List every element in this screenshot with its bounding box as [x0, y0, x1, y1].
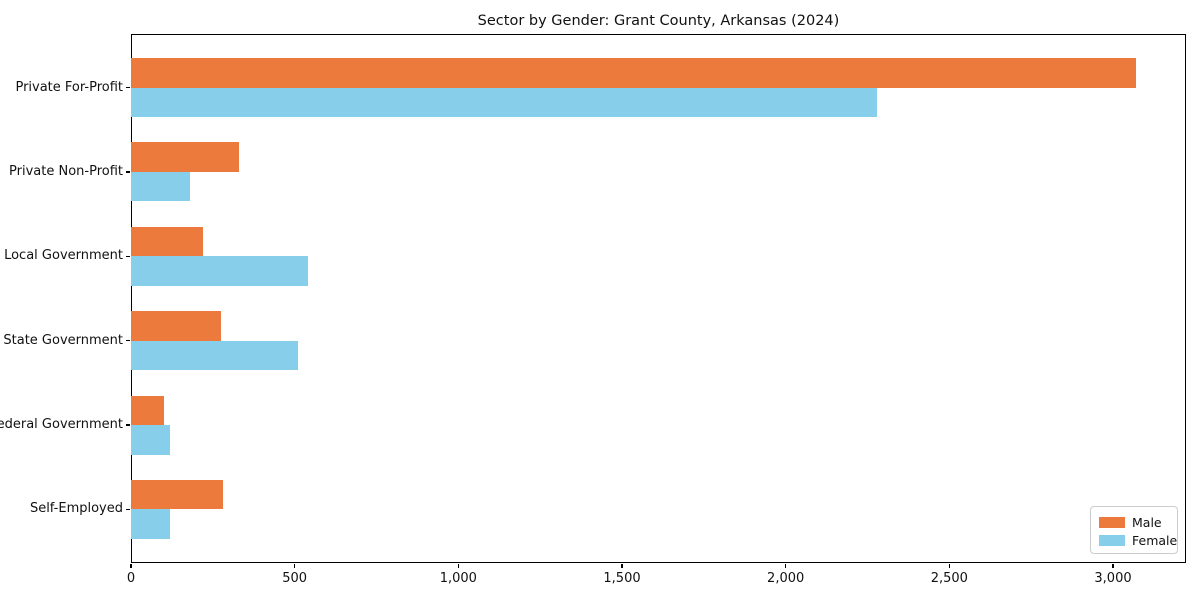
x-tick-mark — [130, 564, 132, 568]
legend: Male Female — [1090, 506, 1178, 554]
bar-male — [131, 479, 223, 510]
x-tick-mark — [621, 564, 623, 568]
bar-female — [131, 425, 171, 455]
y-tick-mark — [126, 424, 130, 426]
x-tick-mark — [785, 564, 787, 568]
x-tick-label: 3,000 — [1094, 571, 1132, 586]
bar-female — [131, 509, 171, 539]
x-tick-label: 1,000 — [439, 571, 477, 586]
x-tick-mark — [294, 564, 296, 568]
x-tick-mark — [1112, 564, 1114, 568]
chart-title: Sector by Gender: Grant County, Arkansas… — [477, 13, 840, 29]
bar-female — [131, 340, 298, 371]
x-tick-mark — [948, 564, 950, 568]
x-tick-mark — [457, 564, 459, 568]
bar-male — [131, 395, 164, 426]
bar-female — [131, 256, 308, 286]
y-tick-mark — [126, 255, 130, 257]
bar-male — [131, 142, 240, 172]
legend-item-male: Male — [1099, 514, 1169, 531]
legend-label-female: Female — [1132, 532, 1178, 548]
y-tick-mark — [126, 340, 130, 342]
male-swatch-icon — [1099, 516, 1125, 528]
bar-male — [131, 226, 203, 257]
y-tick-label: Private Non-Profit — [9, 163, 123, 179]
y-tick-mark — [126, 171, 130, 173]
plot-area — [131, 34, 1186, 563]
y-tick-mark — [126, 86, 130, 89]
x-tick-label: 500 — [282, 571, 308, 586]
x-tick-label: 2,000 — [767, 571, 805, 586]
y-tick-mark — [126, 508, 130, 510]
y-tick-label: Local Government — [4, 248, 123, 264]
legend-label-male: Male — [1132, 514, 1162, 530]
y-tick-label: State Government — [3, 332, 123, 348]
y-tick-label: Private For-Profit — [15, 79, 123, 95]
legend-item-female: Female — [1099, 532, 1177, 549]
female-swatch-icon — [1099, 534, 1125, 546]
x-tick-label: 0 — [126, 571, 136, 586]
bar-female — [131, 87, 878, 118]
x-tick-label: 1,500 — [603, 571, 641, 586]
bar-male — [131, 311, 222, 341]
y-tick-label: Self-Employed — [29, 501, 123, 517]
x-tick-label: 2,500 — [930, 571, 968, 586]
bar-female — [131, 171, 190, 202]
y-tick-label: Federal Government — [0, 417, 123, 433]
bar-male — [131, 58, 1136, 88]
